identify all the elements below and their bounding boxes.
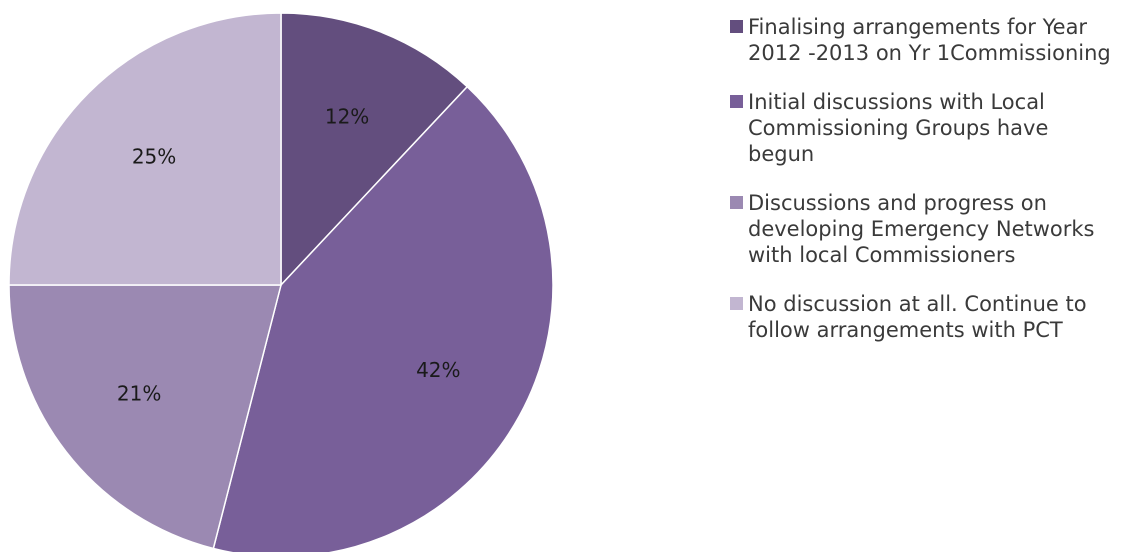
legend-swatch-4 [730, 297, 743, 310]
legend-label-2: Initial discussions with Local Commissio… [748, 90, 1049, 166]
pie-plot-area: 12% 42% 21% 25% [8, 12, 554, 552]
legend-swatch-3 [730, 196, 743, 209]
pie-slice-3 [8, 284, 282, 550]
legend-label-3: Discussions and progress on developing E… [748, 191, 1095, 267]
legend-item-2: Initial discussions with Local Commissio… [730, 89, 1120, 167]
legend-label-1: Finalising arrangements for Year 2012 -2… [748, 15, 1111, 65]
data-label-1: 12% [325, 105, 369, 129]
data-label-2: 42% [416, 358, 460, 382]
data-label-3: 21% [117, 382, 161, 406]
legend-item-1: Finalising arrangements for Year 2012 -2… [730, 14, 1120, 66]
pie-slice-1 [280, 12, 469, 287]
legend-item-3: Discussions and progress on developing E… [730, 190, 1120, 268]
legend: Finalising arrangements for Year 2012 -2… [730, 14, 1120, 366]
legend-label-4: No discussion at all. Continue to follow… [748, 292, 1087, 342]
data-label-4: 25% [132, 145, 176, 169]
pie-data-labels: 12% 42% 21% 25% [117, 105, 461, 406]
legend-swatch-1 [730, 20, 743, 33]
legend-item-4: No discussion at all. Continue to follow… [730, 291, 1120, 343]
pie-slices [8, 12, 554, 552]
pie-slice-4 [8, 12, 282, 286]
legend-swatch-2 [730, 95, 743, 108]
pie-slice-2 [212, 85, 554, 552]
